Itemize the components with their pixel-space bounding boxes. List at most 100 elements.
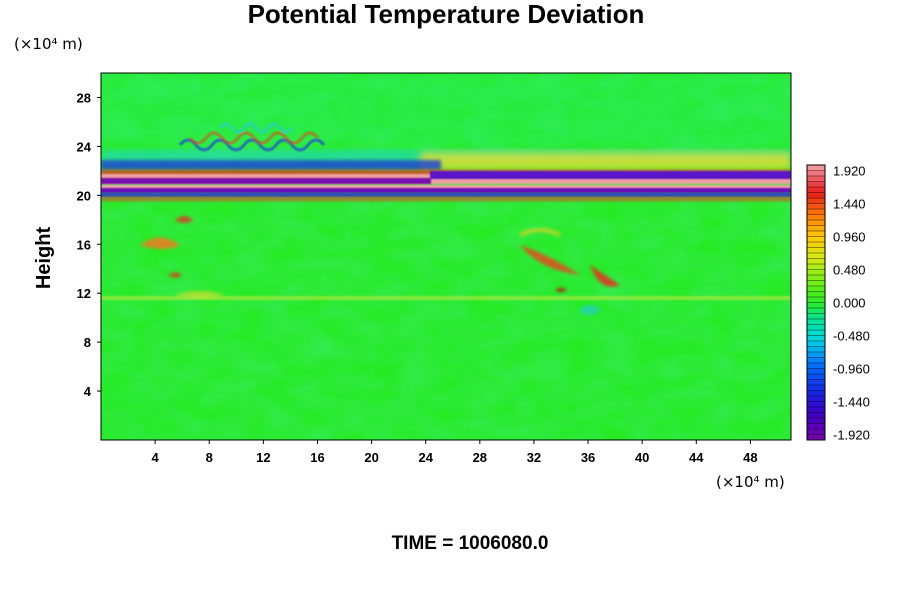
colorbar-swatch — [807, 258, 825, 265]
colorbar-swatch — [807, 291, 825, 298]
colorbar-swatch — [807, 264, 825, 270]
colorbar-swatch — [807, 297, 825, 303]
colorbar-swatch — [807, 198, 825, 204]
colorbar-swatch — [807, 192, 825, 199]
y-unit-label: (×10⁴ m) — [14, 35, 83, 53]
colorbar-swatch — [807, 368, 825, 375]
colorbar-swatch — [807, 242, 825, 248]
colorbar-swatch — [807, 302, 825, 309]
wave-band-red-lower — [101, 197, 791, 201]
x-tick-label: 32 — [527, 450, 541, 465]
x-tick-label: 8 — [206, 450, 213, 465]
wave-band-yellow — [420, 152, 791, 170]
colorbar-swatch — [807, 429, 825, 435]
colorbar-swatch — [807, 379, 825, 386]
colorbar-swatch — [807, 434, 825, 441]
chart-title: Potential Temperature Deviation — [248, 0, 645, 29]
heatmap-field — [101, 73, 791, 440]
colorbar-swatch — [807, 374, 825, 380]
x-tick-label: 48 — [743, 450, 757, 465]
x-tick-label: 16 — [310, 450, 324, 465]
wave-band-purple-lower — [101, 188, 791, 193]
colorbar-swatch — [807, 170, 825, 177]
colorbar-swatch — [807, 412, 825, 419]
x-tick-label: 12 — [256, 450, 270, 465]
y-axis-label: Height — [33, 227, 55, 290]
colorbar-tick-label: 1.920 — [833, 164, 866, 179]
colorbar-swatch — [807, 363, 825, 369]
colorbar-tick-label: 0.960 — [833, 230, 866, 245]
colorbar-tick-label: -1.920 — [833, 428, 870, 443]
colorbar-swatch — [807, 330, 825, 336]
colorbar-labels: 1.920 1.440 0.960 0.480 0.000 -0.480 -0.960 -1.… — [833, 164, 870, 443]
colorbar-tick-label: -0.480 — [833, 329, 870, 344]
colorbar-swatch — [807, 231, 825, 237]
gravity-wave-ripples — [178, 122, 326, 152]
colorbar-tick-label: -0.960 — [833, 362, 870, 377]
colorbar-swatch — [807, 165, 825, 171]
colorbar-swatch — [807, 396, 825, 402]
colorbar-swatch — [807, 275, 825, 281]
colorbar-swatch — [807, 225, 825, 232]
colorbar-swatch — [807, 324, 825, 331]
tropopause-band — [101, 296, 791, 300]
colorbar-swatch — [807, 176, 825, 182]
colorbar-swatch — [807, 209, 825, 215]
x-tick-label: 4 — [152, 450, 160, 465]
colorbar-swatch — [807, 390, 825, 397]
y-tick-label: 20 — [77, 188, 91, 203]
x-tick-label: 20 — [364, 450, 378, 465]
y-tick-label: 4 — [84, 384, 92, 399]
colorbar-frame — [806, 164, 826, 441]
colorbar-swatch — [807, 313, 825, 320]
colorbar-swatch — [807, 407, 825, 413]
colorbar-swatch — [807, 187, 825, 193]
colorbar-swatch — [807, 286, 825, 292]
colorbar-swatch — [807, 220, 825, 226]
colorbar-swatch — [807, 319, 825, 325]
colorbar-swatch — [807, 423, 825, 430]
colorbar-swatch — [807, 357, 825, 364]
colorbar-swatch — [807, 181, 825, 188]
x-tick-label: 28 — [473, 450, 487, 465]
y-tick-label: 24 — [77, 139, 92, 154]
upper-cool-region — [101, 75, 791, 145]
x-axis-ticks: 4 8 12 16 20 24 28 32 36 40 44 48 — [152, 440, 758, 465]
x-tick-label: 44 — [689, 450, 704, 465]
x-tick-label: 40 — [635, 450, 649, 465]
colorbar-swatch — [807, 269, 825, 276]
wave-band-blue-lower — [101, 193, 791, 197]
time-label: TIME = 1006080.0 — [392, 533, 549, 554]
colorbar-swatch — [807, 385, 825, 391]
colorbar-tick-label: 0.000 — [833, 296, 866, 311]
colorbar-swatch — [807, 253, 825, 259]
y-tick-label: 12 — [77, 286, 91, 301]
colorbar-tick-label: 1.440 — [833, 197, 866, 212]
x-tick-label: 36 — [581, 450, 595, 465]
y-tick-label: 28 — [77, 90, 91, 105]
colorbar-tick-label: 0.480 — [833, 263, 866, 278]
wave-band-purple-upper — [101, 178, 431, 184]
colorbar-swatch — [807, 418, 825, 424]
y-axis-ticks: 4 8 12 16 20 24 28 — [77, 90, 101, 399]
wave-band-purple-right — [430, 171, 791, 179]
colorbar-swatch — [807, 401, 825, 408]
colorbar-swatch — [807, 236, 825, 243]
plot-frame — [100, 72, 792, 441]
colorbar — [807, 165, 825, 441]
colorbar-swatch — [807, 280, 825, 287]
colorbar-swatch — [807, 247, 825, 254]
colorbar-swatch — [807, 214, 825, 221]
colorbar-swatch — [807, 308, 825, 314]
colorbar-tick-label: -1.440 — [833, 395, 870, 410]
x-tick-label: 24 — [418, 450, 433, 465]
x-unit-label: (×10⁴ m) — [716, 473, 785, 491]
y-tick-label: 8 — [84, 335, 91, 350]
colorbar-swatch — [807, 352, 825, 358]
colorbar-swatch — [807, 203, 825, 210]
y-tick-label: 16 — [77, 237, 91, 252]
colorbar-swatch — [807, 341, 825, 347]
colorbar-swatch — [807, 335, 825, 342]
wave-band-blue — [101, 160, 441, 170]
